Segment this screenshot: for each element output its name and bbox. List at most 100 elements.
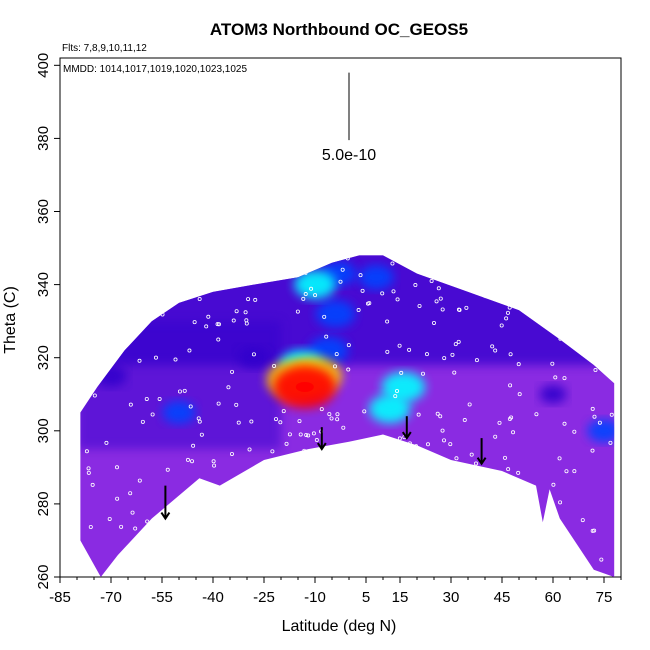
sample-point: [304, 432, 309, 437]
sample-point: [216, 337, 221, 342]
sample-point: [327, 412, 332, 417]
sample-point: [590, 528, 595, 533]
sample-point: [385, 349, 390, 354]
sample-point: [508, 352, 513, 357]
sample-point: [346, 367, 351, 372]
sample-point: [201, 489, 206, 494]
sample-point: [137, 358, 142, 363]
sample-point: [452, 276, 457, 281]
sample-point: [272, 363, 277, 368]
sample-point: [564, 279, 569, 284]
sample-point: [572, 469, 577, 474]
sample-point: [599, 318, 604, 323]
sample-point: [440, 307, 445, 312]
sample-point: [424, 352, 429, 357]
sample-point: [254, 566, 259, 571]
chart-title: ATOM3 Northbound OC_GEOS5: [210, 20, 468, 39]
sample-point: [590, 406, 595, 411]
sample-point: [479, 547, 484, 552]
sample-point: [502, 507, 507, 512]
sample-point: [358, 516, 363, 521]
sample-point: [473, 461, 478, 466]
x-axis-label: Latitude (deg N): [282, 618, 397, 635]
sample-point: [145, 519, 150, 524]
sample-point: [468, 268, 473, 273]
sample-point: [442, 356, 447, 361]
sample-point: [486, 474, 491, 479]
sample-point: [413, 283, 418, 288]
x-tick-label: -55: [151, 589, 173, 606]
sample-point: [165, 467, 170, 472]
sample-point: [153, 355, 158, 360]
sample-point: [394, 469, 399, 474]
sample-point: [256, 530, 261, 535]
sample-point: [590, 448, 595, 453]
sample-point: [170, 565, 175, 570]
x-tick-label: -70: [100, 589, 122, 606]
sample-point: [448, 442, 453, 447]
sample-point: [558, 500, 563, 505]
sample-point: [188, 404, 193, 409]
x-tick-label: 30: [443, 589, 460, 606]
sample-point: [157, 306, 162, 311]
sample-point: [553, 375, 558, 380]
sample-point: [420, 371, 425, 376]
sample-point: [431, 320, 436, 325]
sample-point: [606, 264, 611, 269]
sample-point: [399, 486, 404, 491]
sample-point: [593, 368, 598, 373]
sample-point: [440, 428, 445, 433]
sample-point: [341, 425, 346, 430]
sample-point: [120, 322, 125, 327]
sample-point: [127, 274, 132, 279]
sample-point: [425, 442, 430, 447]
x-tick-label: 45: [494, 589, 511, 606]
sample-point: [314, 438, 319, 443]
sample-point: [180, 554, 185, 559]
sample-point: [516, 470, 521, 475]
sample-point: [144, 396, 149, 401]
sample-point: [466, 549, 471, 554]
sample-point: [550, 361, 555, 366]
sample-point: [367, 301, 372, 306]
sample-point: [438, 414, 443, 419]
sample-point: [562, 421, 567, 426]
sample-point: [173, 290, 178, 295]
sample-point: [274, 417, 279, 422]
sample-point: [150, 412, 155, 417]
sample-point: [215, 525, 220, 530]
sample-point: [596, 355, 601, 360]
sample-point: [429, 471, 434, 476]
sample-point: [192, 320, 197, 325]
sample-point: [313, 293, 318, 298]
sample-point: [335, 417, 340, 422]
sample-point: [508, 383, 513, 388]
sample-point: [603, 363, 608, 368]
sample-point: [356, 308, 361, 313]
sample-point: [568, 264, 573, 269]
sample-point: [104, 440, 109, 445]
sample-point: [490, 344, 495, 349]
sample-point: [233, 479, 238, 484]
sample-point: [92, 393, 97, 398]
sample-point: [505, 310, 510, 315]
y-tick-label: 400: [35, 53, 52, 78]
sample-point: [469, 452, 474, 457]
hotspot: [162, 401, 196, 425]
sample-point: [474, 536, 479, 541]
sample-point: [437, 525, 442, 530]
sample-point: [432, 542, 437, 547]
sample-point: [487, 496, 492, 501]
sample-point: [435, 565, 440, 570]
sample-point: [380, 291, 385, 296]
sample-point: [483, 294, 488, 299]
sample-point: [86, 466, 91, 471]
sample-point: [225, 486, 230, 491]
sample-point: [173, 357, 178, 362]
sample-point: [153, 288, 158, 293]
x-tick-label: 5: [362, 589, 370, 606]
sample-point: [241, 538, 246, 543]
sample-point: [270, 258, 275, 263]
y-axis-label: Theta (C): [2, 286, 19, 354]
sample-point: [137, 478, 142, 483]
